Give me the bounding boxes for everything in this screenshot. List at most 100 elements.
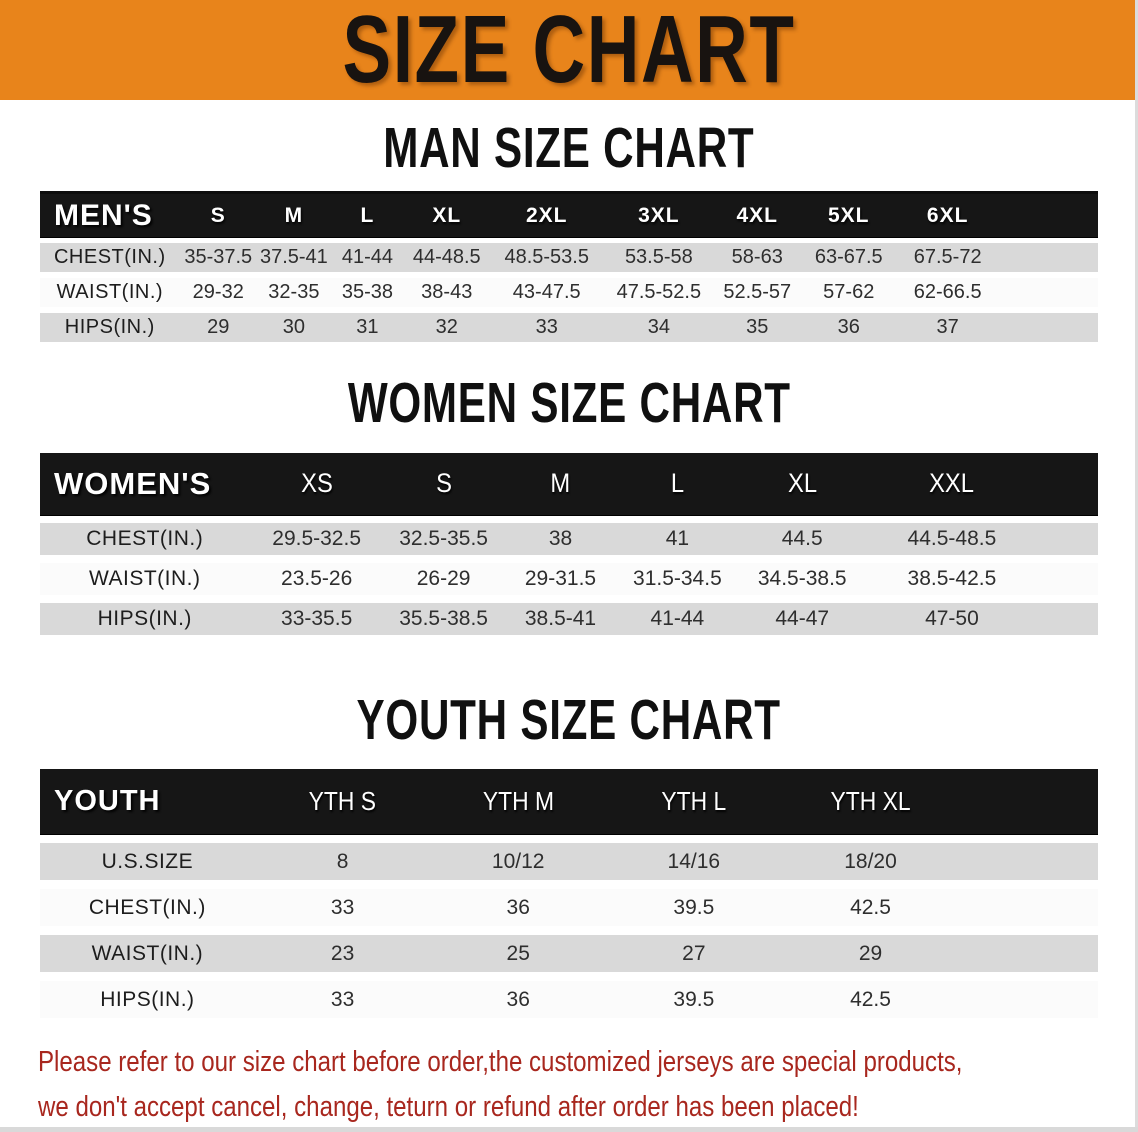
column-header-cell: YTH XL [782,769,960,834]
size-cell: 44.5 [781,526,823,550]
size-cell: 29.5-32.5 [272,526,362,550]
size-value-cell: 44-48.5 [404,243,490,272]
row-label: WAIST(IN.) [88,566,201,590]
size-cell: 32.5-35.5 [399,526,488,550]
size-value-cell: 23 [255,935,431,972]
size-value-cell: 29 [782,935,960,972]
size-cell: 29-31.5 [524,566,597,590]
size-value-cell: 42.5 [782,889,960,926]
size-cell: 32-35 [268,281,320,304]
size-value-cell: 41 [618,523,738,555]
table-row-filler [959,935,1098,972]
size-value-cell: 27 [606,935,782,972]
table-header-filler [959,769,1098,834]
column-header-cell: 3XL [604,194,714,237]
column-header: XL [432,203,462,227]
size-value-cell: 44.5 [737,523,867,555]
column-header-cell: L [331,194,404,237]
column-header: M [550,468,571,499]
row-label: CHEST(IN.) [88,895,206,919]
row-label: WAIST(IN.) [91,941,204,965]
size-cell: 67.5-72 [913,246,982,269]
size-cell: 44-48.5 [412,246,481,269]
size-value-cell: 38.5-42.5 [867,563,1036,595]
photo-bottom-edge [0,1127,1138,1132]
size-value-cell: 37 [897,313,999,342]
size-cell: 63-67.5 [814,246,883,269]
row-label-cell: HIPS(IN.) [40,981,255,1018]
size-value-cell: 42.5 [782,981,960,1018]
youth-size-table: YOUTH YTH S YTH M YTH L YTH XL U.S.SIZE 8 10/12… [40,769,1098,1019]
size-value-cell: 35-37.5 [180,243,257,272]
size-cell: 34.5-38.5 [757,566,847,590]
size-cell: 41 [665,526,690,550]
order-notice: Please refer to our size chart before or… [0,1044,1138,1125]
column-header-cell: YTH M [430,769,606,834]
column-header: M [284,203,304,227]
table-header-filler [998,194,1098,237]
men-section-heading: MAN SIZE CHART [0,119,1138,177]
column-header-cell: XL [404,194,490,237]
row-label-cell: U.S.SIZE [40,843,255,880]
men-size-section: MAN SIZE CHART MEN'S S M L XL 2XL 3XL 4XL 5XL 6XL… [0,119,1138,343]
column-header-cell: M [257,194,331,237]
column-header: YTH XL [830,786,911,817]
column-header-cell: YTH S [255,769,431,834]
size-cell: 29 [207,316,230,339]
size-value-cell: 29-31.5 [503,563,617,595]
table-row-filler [998,313,1098,342]
size-cell: 44.5-48.5 [907,526,997,550]
column-header: YTH M [482,786,554,817]
size-cell: 36 [837,316,860,339]
size-cell: 26-29 [416,566,471,590]
table-header-group-label: MEN'S [54,198,153,232]
notice-line-2: we don't accept cancel, change, teturn o… [38,1089,1100,1125]
size-value-cell: 39.5 [606,889,782,926]
youth-section-heading: YOUTH SIZE CHART [0,691,1138,749]
notice-line-1-text: Please refer to our size chart before or… [38,1046,963,1079]
table-row-filler [1037,603,1098,635]
column-header: 6XL [926,203,969,227]
size-value-cell: 33 [255,889,431,926]
row-label: CHEST(IN.) [86,526,204,550]
table-row-filler [1037,563,1098,595]
size-cell: 37 [936,316,959,339]
size-cell: 29 [858,941,883,965]
column-header-cell: XL [737,453,867,515]
column-header: S [210,203,226,227]
column-header-cell: S [180,194,257,237]
size-cell: 58-63 [731,246,783,269]
size-cell: 34 [647,316,670,339]
size-value-cell: 10/12 [430,843,606,880]
row-label-cell: HIPS(IN.) [40,313,180,342]
size-value-cell: 62-66.5 [897,278,999,307]
column-header: XS [300,468,333,499]
column-header: YTH S [308,786,377,817]
size-value-cell: 35.5-38.5 [384,603,504,635]
size-value-cell: 34 [604,313,714,342]
size-cell: 36 [506,987,530,1011]
row-label-cell: CHEST(IN.) [40,243,180,272]
table-header-row: WOMEN'S XS S M L XL XXL [40,452,1098,515]
size-cell: 31.5-34.5 [633,566,722,590]
size-value-cell: 8 [255,843,431,880]
table-header-group-label: YOUTH [54,785,161,818]
column-header-cell: L [618,453,738,515]
column-header: L [360,203,375,227]
size-value-cell: 30 [257,313,331,342]
size-value-cell: 35-38 [331,278,404,307]
title-banner: SIZE CHART [0,0,1138,100]
column-header: YTH L [661,786,727,817]
size-value-cell: 52.5-57 [714,278,801,307]
table-header-group-label: WOMEN'S [54,465,212,501]
column-header: XL [787,468,817,499]
table-row-filler [959,981,1098,1018]
table-row: WAIST(IN.) 29-32 32-35 35-38 38-43 43-47.5 47.… [40,278,1098,308]
size-value-cell: 44-47 [737,603,867,635]
size-value-cell: 67.5-72 [897,243,999,272]
size-cell: 42.5 [850,895,891,919]
women-size-table: WOMEN'S XS S M L XL XXL CHEST(IN.) 29.5-32.5 32.5… [40,452,1098,635]
column-header-cell: S [384,453,504,515]
size-cell: 48.5-53.5 [504,246,589,269]
size-value-cell: 47.5-52.5 [604,278,714,307]
